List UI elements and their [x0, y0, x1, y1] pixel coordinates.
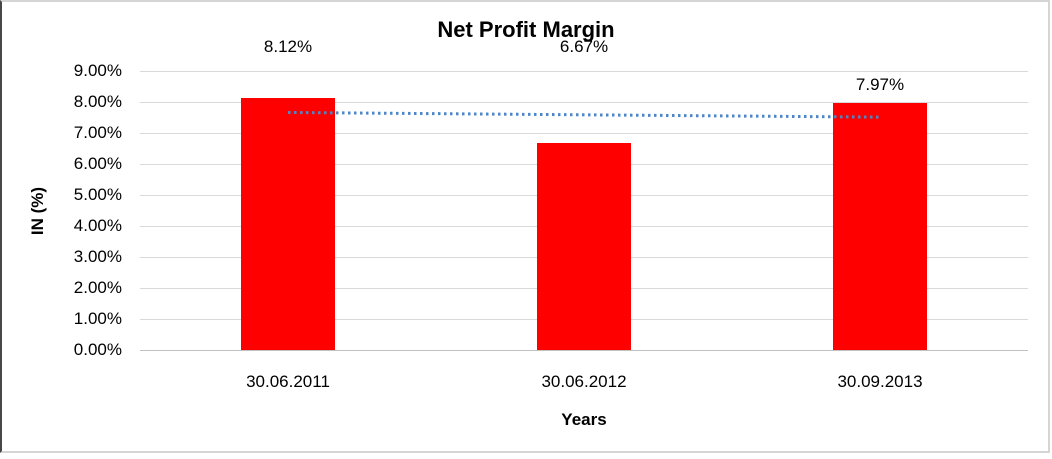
x-tick-label: 30.06.2011	[246, 372, 330, 391]
data-label: 8.12%	[263, 37, 313, 56]
y-tick-label: 9.00%	[73, 61, 122, 80]
bar	[537, 143, 631, 350]
y-tick-label: 8.00%	[73, 92, 122, 111]
gridline	[140, 132, 1028, 134]
y-tick-label: 1.00%	[73, 309, 122, 328]
chart-title: Net Profit Margin	[437, 17, 615, 42]
y-tick-label: 0.00%	[73, 340, 122, 359]
data-label: 7.97%	[855, 74, 905, 94]
x-axis-title: Years	[561, 410, 607, 429]
x-tick-label: 30.09.2013	[837, 372, 923, 391]
bar	[833, 102, 927, 350]
y-tick-label: 3.00%	[73, 247, 122, 266]
data-label: 6.67%	[559, 37, 609, 56]
gridline	[140, 349, 1028, 351]
y-tick-label: 5.00%	[73, 185, 122, 204]
gridline	[140, 101, 1028, 103]
y-tick-label: 2.00%	[73, 278, 122, 297]
y-tick-label: 4.00%	[73, 216, 122, 235]
gridline	[140, 70, 1028, 72]
x-tick-label: 30.06.2012	[541, 372, 627, 391]
y-tick-label: 7.00%	[73, 123, 122, 142]
bar	[241, 98, 335, 350]
y-tick-label: 6.00%	[73, 154, 122, 173]
